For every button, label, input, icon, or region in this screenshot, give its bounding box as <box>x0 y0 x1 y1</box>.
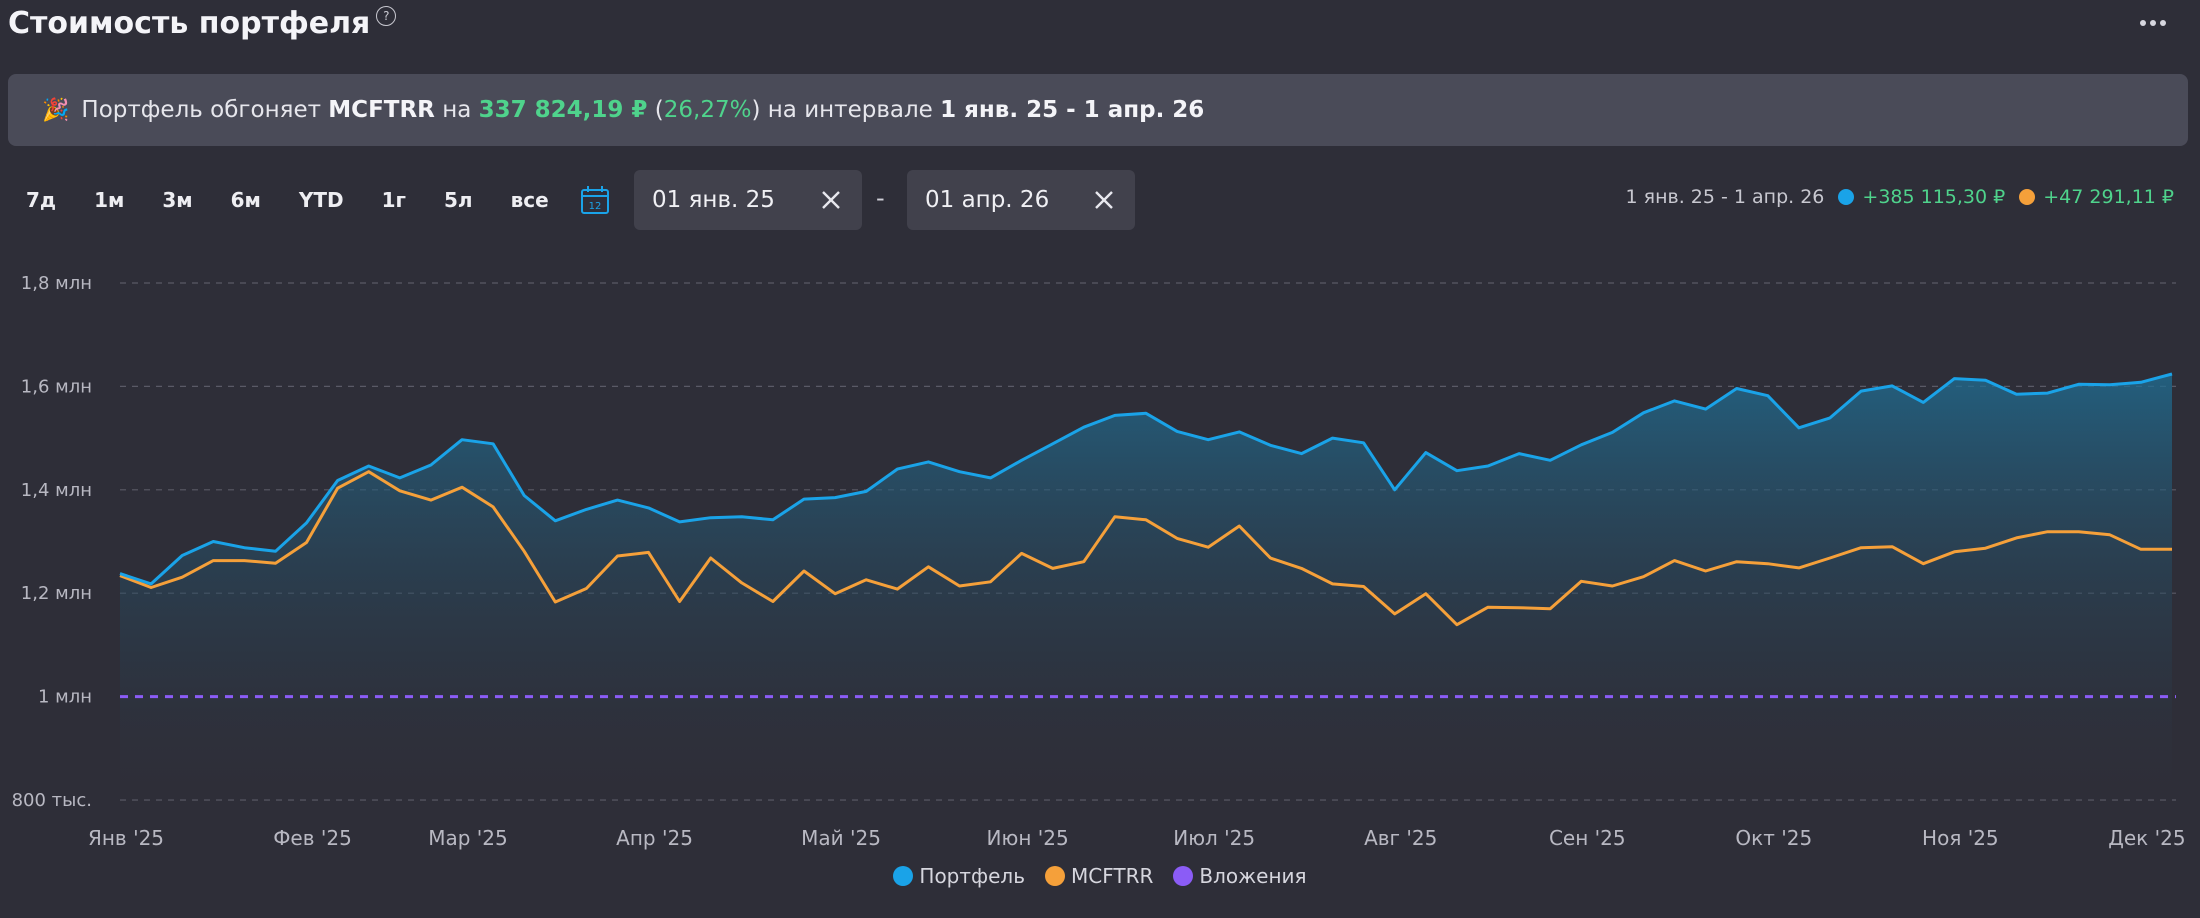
banner-paren-close: ) <box>751 97 761 123</box>
period-7d-button[interactable]: 7д <box>26 188 57 212</box>
page-title-text: Стоимость портфеля <box>8 6 371 41</box>
banner-paren-open: ( <box>647 97 664 123</box>
y-tick-label: 1,8 млн <box>21 273 92 294</box>
chart-legend: Портфель MCFTRR Вложения <box>0 864 2200 888</box>
svg-text:12: 12 <box>588 201 601 212</box>
clear-date-from-icon[interactable] <box>818 187 844 213</box>
legend-portfolio-dot-icon <box>893 866 914 886</box>
legend-item-portfolio[interactable]: Портфель <box>893 864 1025 888</box>
x-tick-label: Апр '25 <box>616 826 693 850</box>
portfolio-dot-icon <box>1838 189 1855 205</box>
x-tick-label: Июн '25 <box>987 826 1069 850</box>
series-line-portfolio <box>119 372 2173 586</box>
period-1y-button[interactable]: 1г <box>381 188 406 212</box>
portfolio-value-chart: 800 тыс. 1 млн 1,2 млн 1,4 млн 1,6 млн 1,8 мл… <box>12 273 2186 850</box>
legend-investments-label: Вложения <box>1199 864 1307 888</box>
more-dots-icon[interactable] <box>2140 20 2166 26</box>
legend-benchmark-label: MCFTRR <box>1071 864 1154 888</box>
period-3m-button[interactable]: 3м <box>162 188 193 212</box>
banner-prefix: Портфель обгоняет <box>81 97 329 123</box>
banner-interval-text: на интервале <box>760 97 941 123</box>
x-tick-label: Мар '25 <box>428 826 508 850</box>
series-line-benchmark <box>119 470 2172 627</box>
benchmark-dot-icon <box>2019 189 2036 205</box>
y-tick-label: 1,6 млн <box>21 376 92 397</box>
banner-benchmark: MCFTRR <box>328 97 435 123</box>
x-tick-label: Авг '25 <box>1364 826 1437 850</box>
range-summary: 1 янв. 25 - 1 апр. 26 +385 115,30 ₽ +47 … <box>1626 186 2174 208</box>
x-tick-label: Дек '25 <box>2108 826 2185 850</box>
banner-on: на <box>434 97 479 123</box>
page-title: Стоимость портфеля ? <box>8 6 397 41</box>
portfolio-area <box>120 374 2172 800</box>
period-selector: 7д 1м 3м 6м YTD 1г 5л все 12 <box>12 180 611 220</box>
date-from-input[interactable] <box>652 187 812 213</box>
date-to-field <box>907 170 1135 230</box>
x-tick-label: Ноя '25 <box>1922 826 1999 850</box>
date-range-separator: - <box>876 184 885 212</box>
date-to-input[interactable] <box>925 187 1085 213</box>
legend-investments-dot-icon <box>1173 866 1194 886</box>
legend-portfolio-label: Портфель <box>919 864 1026 888</box>
x-tick-label: Окт '25 <box>1735 826 1812 850</box>
outperformance-banner: 🎉 Портфель обгоняет MCFTRR на 337 824,19… <box>8 74 2188 146</box>
x-tick-label: Фев '25 <box>273 826 352 850</box>
calendar-icon[interactable]: 12 <box>579 184 611 216</box>
banner-amount: 337 824,19 ₽ <box>478 97 648 123</box>
clear-date-to-icon[interactable] <box>1091 187 1117 213</box>
x-tick-label: Сен '25 <box>1549 826 1626 850</box>
x-tick-label: Июл '25 <box>1173 826 1255 850</box>
banner-interval: 1 янв. 25 - 1 апр. 26 <box>940 97 1205 123</box>
x-tick-label: Янв '25 <box>88 826 164 850</box>
legend-benchmark-dot-icon <box>1045 866 1066 886</box>
help-icon[interactable]: ? <box>376 6 397 26</box>
x-tick-label: Май '25 <box>801 826 881 850</box>
y-tick-label: 1,4 млн <box>21 480 92 501</box>
period-ytd-button[interactable]: YTD <box>298 188 344 212</box>
summary-benchmark-change: +47 291,11 ₽ <box>2043 186 2174 208</box>
legend-item-investments[interactable]: Вложения <box>1173 864 1307 888</box>
party-popper-icon: 🎉 <box>42 97 70 123</box>
y-tick-label: 800 тыс. <box>12 790 92 811</box>
period-1m-button[interactable]: 1м <box>94 188 125 212</box>
y-tick-label: 1,2 млн <box>21 583 92 604</box>
period-5y-button[interactable]: 5л <box>443 188 473 212</box>
legend-item-benchmark[interactable]: MCFTRR <box>1045 864 1153 888</box>
banner-percent: 26,27% <box>663 97 752 123</box>
date-from-field <box>634 170 862 230</box>
summary-range: 1 янв. 25 - 1 апр. 26 <box>1625 186 1825 208</box>
summary-portfolio-change: +385 115,30 ₽ <box>1862 186 2006 208</box>
y-tick-label: 1 млн <box>38 687 92 708</box>
period-6m-button[interactable]: 6м <box>230 188 261 212</box>
period-all-button[interactable]: все <box>510 188 549 212</box>
